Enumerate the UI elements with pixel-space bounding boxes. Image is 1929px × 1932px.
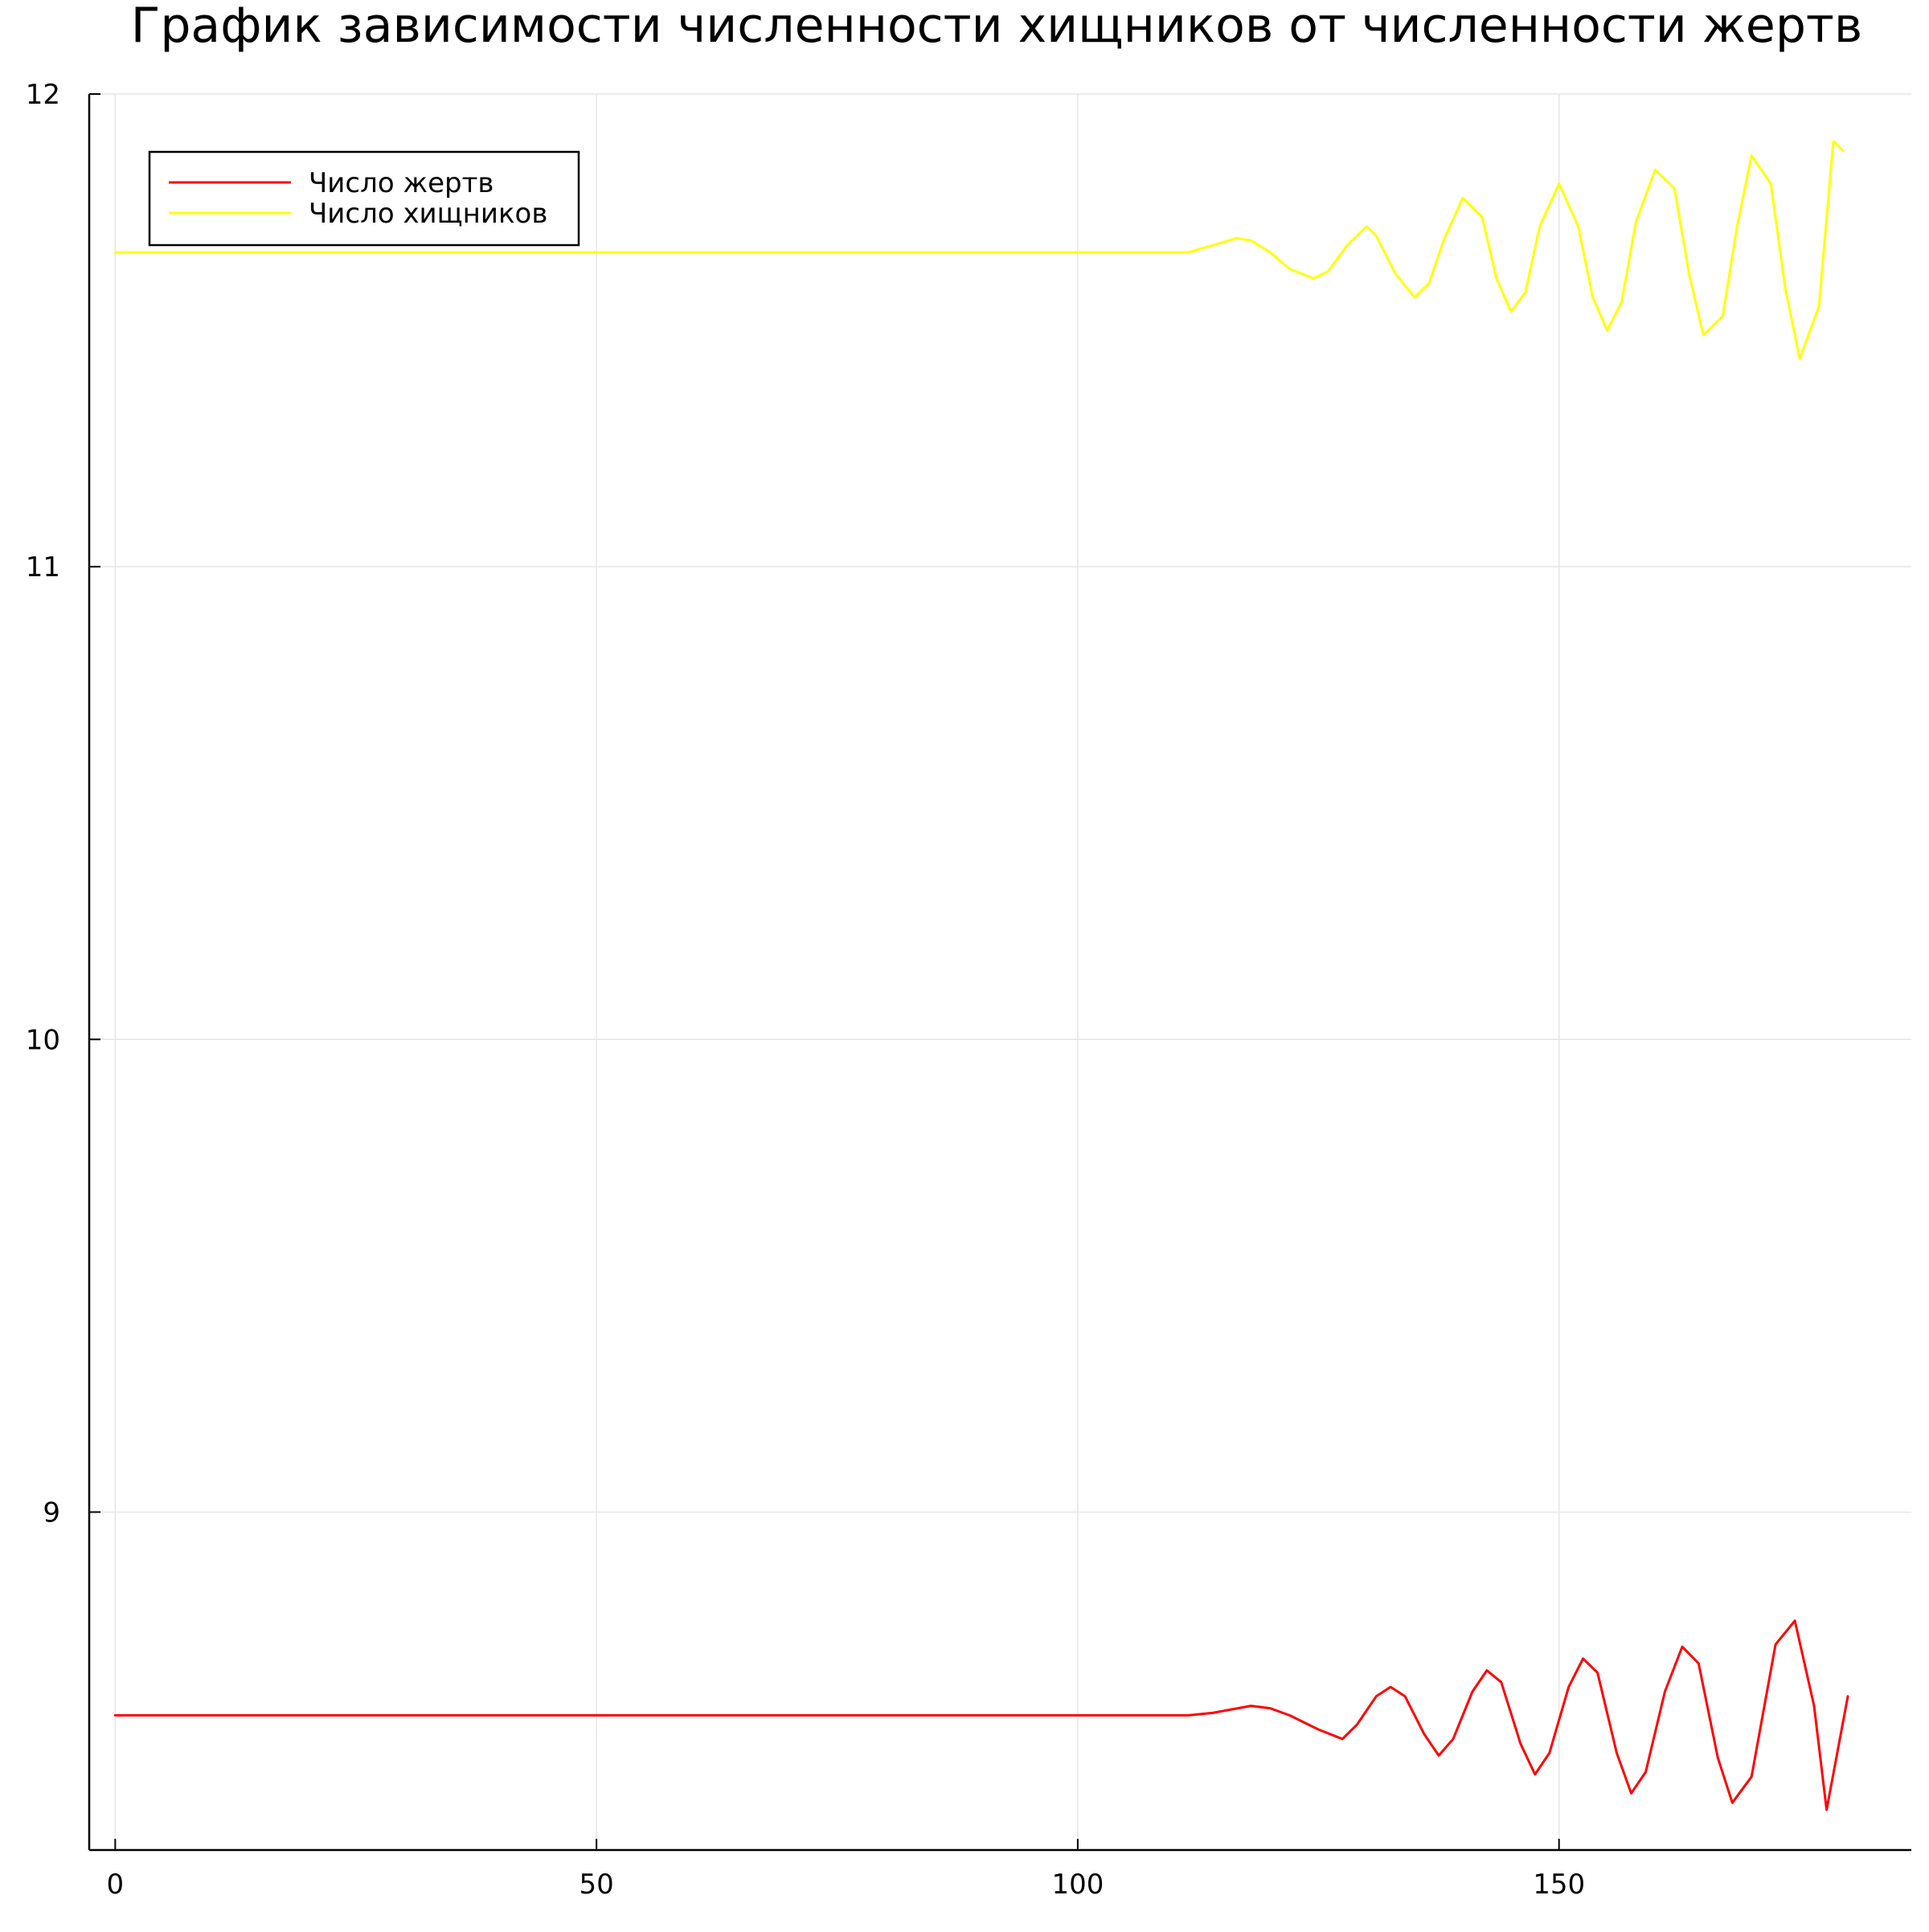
x-tick-label: 100 xyxy=(1051,1869,1104,1901)
legend-label-1: Число жертв xyxy=(309,167,494,199)
axes: 0 50 100 150 9 10 11 12 xyxy=(26,79,1911,1901)
series-lines xyxy=(113,140,1849,1811)
x-tick-label: 150 xyxy=(1533,1869,1585,1901)
legend-box xyxy=(148,150,580,247)
y-tick-label: 9 xyxy=(43,1496,60,1529)
grid xyxy=(89,93,1911,1850)
x-tick-label: 50 xyxy=(579,1869,613,1901)
series-line-2 xyxy=(113,140,1845,360)
legend-label-2: Число хищников xyxy=(309,198,547,230)
y-tick-label: 11 xyxy=(26,551,60,583)
x-tick-label: 0 xyxy=(107,1869,125,1901)
series-line-1 xyxy=(113,1619,1849,1811)
y-tick-label: 12 xyxy=(26,79,60,111)
chart-title: График зависимости численности хищников … xyxy=(131,0,1863,54)
y-tick-label: 10 xyxy=(26,1024,60,1056)
